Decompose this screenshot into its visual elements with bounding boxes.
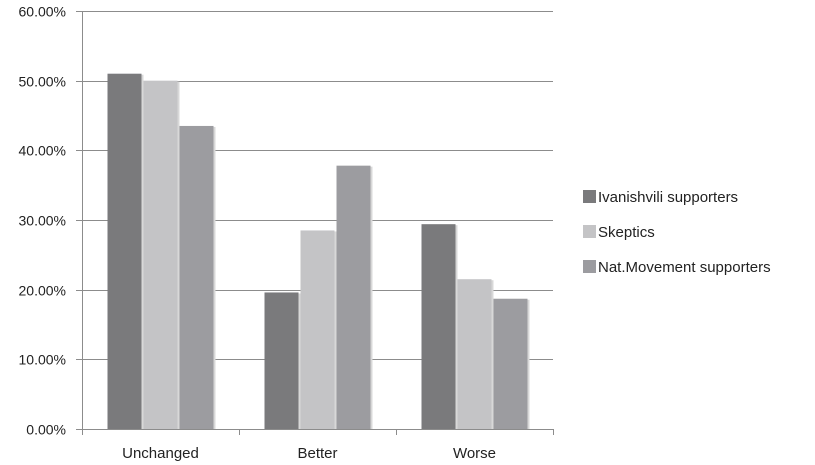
bars	[107, 73, 530, 430]
bar	[336, 165, 371, 429]
legend-swatch	[583, 260, 596, 273]
legend-swatch	[583, 225, 596, 238]
legend: Ivanishvili supporters Skeptics Nat.Moveme…	[583, 189, 771, 276]
legend-label: Ivanishvili supporters	[598, 189, 738, 206]
x-category-label: Unchanged	[122, 445, 199, 462]
y-tick-label: 10.00%	[19, 352, 66, 368]
bar	[179, 125, 214, 429]
bar	[143, 80, 178, 430]
legend-swatch	[583, 190, 596, 203]
x-category-label: Worse	[453, 445, 496, 462]
y-tick-label: 40.00%	[19, 143, 66, 159]
y-tick-label: 30.00%	[19, 213, 66, 229]
bar	[107, 73, 142, 429]
y-tick-label: 0.00%	[26, 422, 66, 438]
legend-label: Nat.Movement supporters	[598, 259, 771, 276]
y-axis-tick-labels: 0.00% 10.00% 20.00% 30.00% 40.00% 50.00% 60.00…	[19, 4, 66, 438]
y-tick-label: 20.00%	[19, 283, 66, 299]
bar	[421, 224, 456, 429]
y-tick-label: 60.00%	[19, 4, 66, 20]
y-tick-label: 50.00%	[19, 74, 66, 90]
bar	[493, 298, 528, 429]
bar	[457, 279, 492, 429]
x-category-label: Better	[297, 445, 337, 462]
bar	[264, 292, 299, 429]
legend-label: Skeptics	[598, 224, 655, 241]
bar	[300, 230, 335, 429]
x-axis-category-labels: Unchanged Better Worse	[122, 445, 496, 462]
x-axis	[76, 11, 554, 435]
